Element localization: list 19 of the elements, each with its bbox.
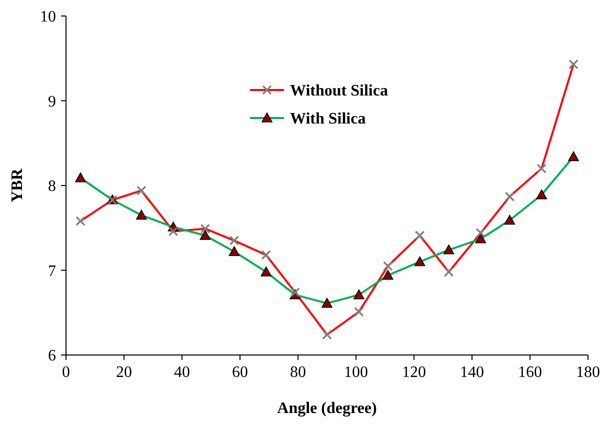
y-tick-label: 6: [48, 348, 56, 365]
x-tick-label: 100: [344, 364, 368, 381]
legend-label: With Silica: [290, 110, 366, 128]
x-tick-label: 80: [290, 364, 306, 381]
x-tick-label: 180: [576, 364, 600, 381]
legend-label: Without Silica: [290, 82, 388, 100]
x-tick-label: 60: [232, 364, 248, 381]
x-tick-label: 40: [174, 364, 190, 381]
y-tick-label: 8: [48, 178, 56, 196]
x-axis-title: Angle (degree): [277, 400, 377, 417]
y-axis-title: YBR: [9, 168, 26, 202]
y-tick-label: 7: [48, 262, 56, 280]
x-tick-label: 140: [460, 364, 484, 381]
y-tick-label: 10: [40, 8, 56, 26]
y-tick-label: 9: [48, 93, 56, 110]
x-tick-label: 160: [518, 364, 542, 381]
x-tick-label: 0: [62, 364, 70, 381]
x-tick-label: 20: [116, 364, 132, 381]
x-tick-label: 120: [402, 364, 426, 381]
